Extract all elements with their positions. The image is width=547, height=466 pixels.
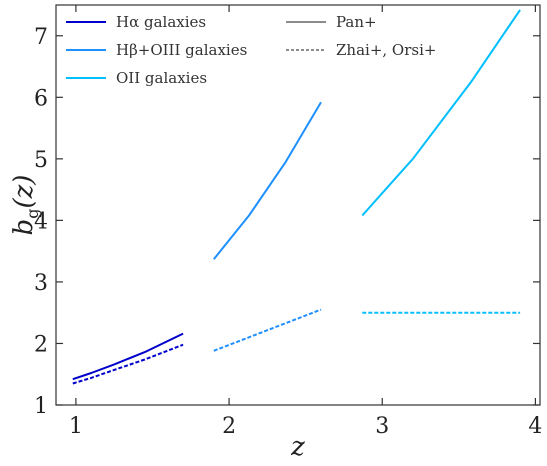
y-axis-label-main: b bbox=[9, 219, 39, 236]
x-tick-label: 1 bbox=[69, 414, 83, 439]
y-tick-label: 1 bbox=[34, 394, 48, 419]
series-line-halpha-dashed bbox=[72, 343, 184, 385]
series-line-oii-solid bbox=[361, 9, 521, 217]
series-line-hbeta-dashed bbox=[213, 308, 322, 352]
y-tick-label: 4 bbox=[34, 209, 48, 234]
series-line-hbeta-solid bbox=[213, 101, 322, 260]
series-group bbox=[72, 9, 521, 385]
legend-label: Zhai+, Orsi+ bbox=[336, 41, 436, 59]
x-tick-label: 3 bbox=[375, 414, 389, 439]
y-axis-label: bg(z) bbox=[9, 175, 42, 236]
x-tick-label: 4 bbox=[528, 414, 542, 439]
legend-label: OII galaxies bbox=[116, 69, 207, 87]
series-line-halpha-solid bbox=[72, 332, 184, 381]
legend-label: Pan+ bbox=[336, 13, 377, 31]
y-axis-label-sub: g bbox=[23, 209, 42, 219]
legend-label: Hα galaxies bbox=[116, 13, 206, 31]
x-tick-label: 2 bbox=[222, 414, 236, 439]
legend: Hα galaxies Hβ+OIII galaxies OII galaxies P… bbox=[66, 13, 436, 87]
x-axis-label: z bbox=[290, 432, 305, 462]
y-tick-label: 7 bbox=[34, 25, 48, 50]
y-axis-label-arg: (z) bbox=[9, 175, 39, 209]
y-tick-label: 3 bbox=[34, 271, 48, 296]
y-tick-label: 2 bbox=[34, 332, 48, 357]
plot-area bbox=[55, 4, 541, 406]
y-tick-label: 5 bbox=[34, 148, 48, 173]
y-tick-label: 6 bbox=[34, 86, 48, 111]
legend-label: Hβ+OIII galaxies bbox=[116, 41, 247, 59]
axis-ticks: 1 2 3 4 1 2 3 4 5 6 7 bbox=[34, 5, 542, 439]
